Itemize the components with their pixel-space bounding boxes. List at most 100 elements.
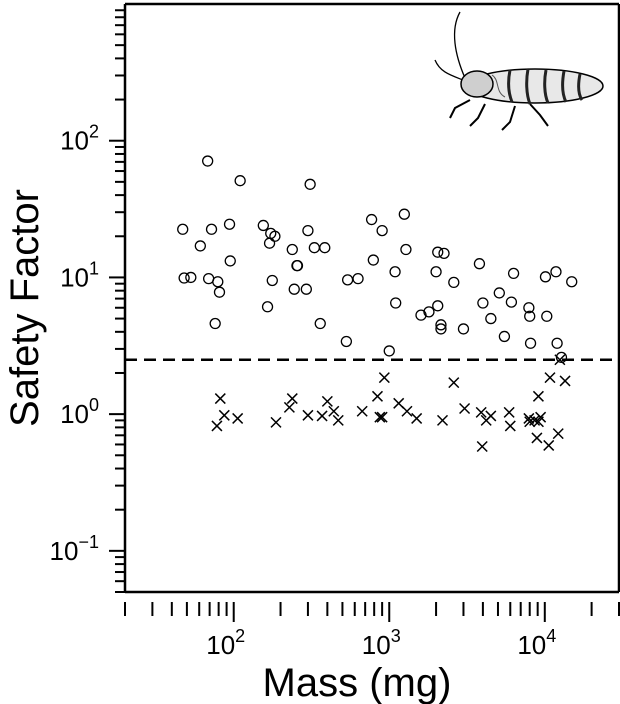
cross-point (552, 428, 564, 440)
circle-point (367, 254, 379, 266)
circle-point (566, 276, 578, 288)
circle-point (286, 243, 298, 256)
cross-point (376, 411, 388, 423)
circle-point (263, 237, 276, 249)
cross-point (302, 409, 314, 421)
cross-point (211, 420, 223, 432)
cross-point (232, 412, 244, 424)
circle-point (291, 259, 304, 272)
circle-point (539, 271, 552, 283)
cross-point (374, 411, 386, 423)
circle-point (302, 224, 314, 237)
cross-point (475, 406, 487, 418)
circle-point (524, 310, 536, 322)
circle-point (194, 240, 206, 252)
x-tick-label: 103 (362, 626, 401, 660)
circle-point (266, 274, 278, 287)
circle-point (423, 306, 435, 318)
circle-point (398, 208, 410, 220)
circle-point (457, 323, 470, 335)
circle-point (365, 213, 378, 226)
cross-point (485, 410, 497, 422)
cross-point (218, 409, 230, 421)
x-tick-label: 102 (206, 626, 245, 660)
circle-point (340, 335, 353, 348)
circle-point (541, 310, 553, 322)
cross-point (531, 432, 543, 444)
cockroach-illustration (434, 11, 604, 131)
cross-point (270, 416, 282, 428)
circle-point (432, 300, 444, 312)
circle-point (223, 218, 236, 230)
circle-point (261, 301, 274, 313)
cross-point (316, 410, 328, 422)
cross-point (529, 414, 541, 426)
cross-point (371, 390, 384, 402)
cross-point (543, 439, 555, 451)
circle-point (319, 242, 331, 254)
circle-point (523, 302, 535, 314)
circle-point (389, 266, 401, 278)
circle-point (493, 287, 505, 299)
circle-point (505, 296, 518, 308)
cross-point (459, 402, 471, 415)
circle-point (352, 272, 364, 285)
cross-point (503, 406, 515, 418)
cross-point (411, 412, 423, 424)
circle-point (498, 330, 511, 343)
circle-point (432, 246, 444, 258)
y-tick-label: 101 (60, 258, 99, 292)
cross-point (356, 405, 368, 417)
circle-point (400, 243, 412, 256)
circle-point (430, 266, 442, 278)
circle-point (304, 178, 316, 190)
circle-point (202, 155, 214, 167)
cross-point (535, 411, 547, 423)
circle-point (177, 223, 189, 235)
cross-point (554, 354, 566, 366)
circle-point (448, 276, 460, 289)
circle-point (555, 351, 568, 364)
y-tick-label: 102 (60, 122, 99, 156)
circle-point (390, 297, 402, 309)
circle-point (300, 283, 312, 295)
cross-point (378, 372, 390, 384)
y-tick-label: 10−1 (50, 532, 99, 566)
circle-point (341, 274, 354, 286)
circle-point (203, 272, 215, 285)
circle-point (550, 266, 562, 278)
cross-point (286, 393, 298, 405)
circle-point (178, 272, 190, 284)
x-tick-label: 104 (517, 626, 556, 660)
cross-point (332, 414, 344, 426)
circle-point (308, 242, 321, 254)
cross-point (476, 440, 488, 453)
circle-point (269, 230, 281, 242)
circle-point (234, 175, 246, 187)
axes: 102 103 104 10−1 100 101 102 Mass (mg) Safety Fa… (3, 2, 620, 704)
cross-point (401, 405, 413, 417)
circle-point (473, 258, 486, 270)
circle-point (551, 337, 563, 349)
cross-point (321, 395, 333, 407)
cross-point (436, 414, 449, 426)
circle-point (185, 271, 197, 284)
x-axis-label: Mass (mg) (263, 661, 452, 704)
circle-point (507, 267, 520, 280)
circle-point (524, 337, 537, 349)
circle-point (224, 255, 236, 267)
data-points (177, 155, 578, 453)
circle-point (383, 345, 395, 357)
circle-point (376, 224, 388, 237)
circle-point (314, 317, 326, 330)
circle-point (205, 223, 218, 235)
circle-point (212, 276, 224, 288)
y-tick-label: 100 (60, 395, 99, 429)
circle-point (209, 317, 221, 330)
y-axis-label: Safety Factor (3, 189, 47, 427)
circle-point (435, 319, 447, 331)
cross-point (448, 377, 460, 389)
circle-point (257, 219, 269, 232)
cross-point (544, 372, 556, 384)
